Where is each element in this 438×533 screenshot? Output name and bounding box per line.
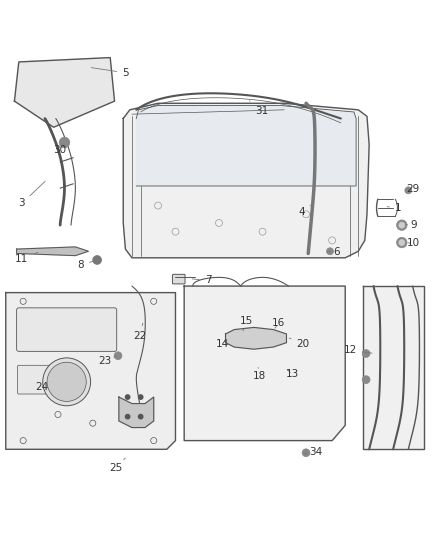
- Text: 29: 29: [406, 184, 419, 195]
- Text: 20: 20: [289, 338, 310, 349]
- Polygon shape: [6, 293, 176, 449]
- Text: 14: 14: [216, 338, 229, 349]
- Circle shape: [396, 237, 407, 248]
- Text: 11: 11: [15, 252, 38, 264]
- Text: 12: 12: [344, 345, 372, 355]
- FancyBboxPatch shape: [18, 365, 55, 394]
- FancyBboxPatch shape: [173, 274, 185, 284]
- Text: 15: 15: [240, 316, 253, 331]
- Circle shape: [405, 187, 412, 194]
- Circle shape: [326, 248, 333, 255]
- Text: 8: 8: [77, 260, 94, 270]
- Polygon shape: [123, 103, 369, 258]
- FancyBboxPatch shape: [17, 308, 117, 351]
- Text: 5: 5: [91, 68, 129, 78]
- Text: 34: 34: [305, 447, 323, 457]
- Circle shape: [43, 358, 91, 406]
- Circle shape: [47, 362, 86, 401]
- Text: 13: 13: [286, 369, 299, 379]
- Circle shape: [125, 415, 130, 419]
- Text: 10: 10: [407, 238, 420, 248]
- Text: 22: 22: [133, 323, 146, 341]
- Circle shape: [59, 137, 70, 148]
- Text: 16: 16: [272, 318, 285, 328]
- Circle shape: [302, 449, 310, 457]
- Text: 6: 6: [328, 247, 340, 257]
- Circle shape: [93, 256, 102, 264]
- Circle shape: [362, 376, 370, 384]
- Polygon shape: [184, 286, 345, 441]
- Text: 18: 18: [253, 367, 267, 381]
- Text: 9: 9: [405, 220, 417, 230]
- Text: 30: 30: [53, 145, 67, 155]
- Text: 24: 24: [35, 383, 62, 392]
- Text: 25: 25: [109, 458, 125, 473]
- Circle shape: [399, 239, 405, 246]
- Circle shape: [114, 352, 122, 360]
- Circle shape: [138, 415, 143, 419]
- Text: 1: 1: [387, 203, 402, 213]
- Polygon shape: [17, 247, 88, 256]
- Polygon shape: [363, 286, 424, 449]
- Text: 3: 3: [18, 181, 45, 208]
- Polygon shape: [226, 327, 286, 349]
- Circle shape: [138, 395, 143, 399]
- Polygon shape: [14, 58, 115, 127]
- Text: 23: 23: [98, 356, 116, 366]
- Circle shape: [362, 350, 370, 358]
- Circle shape: [396, 220, 407, 230]
- Text: 7: 7: [192, 276, 212, 286]
- Text: 4: 4: [298, 205, 311, 217]
- Circle shape: [399, 222, 405, 228]
- Polygon shape: [119, 397, 154, 427]
- Circle shape: [125, 395, 130, 399]
- Polygon shape: [136, 106, 356, 186]
- Text: 31: 31: [249, 101, 268, 116]
